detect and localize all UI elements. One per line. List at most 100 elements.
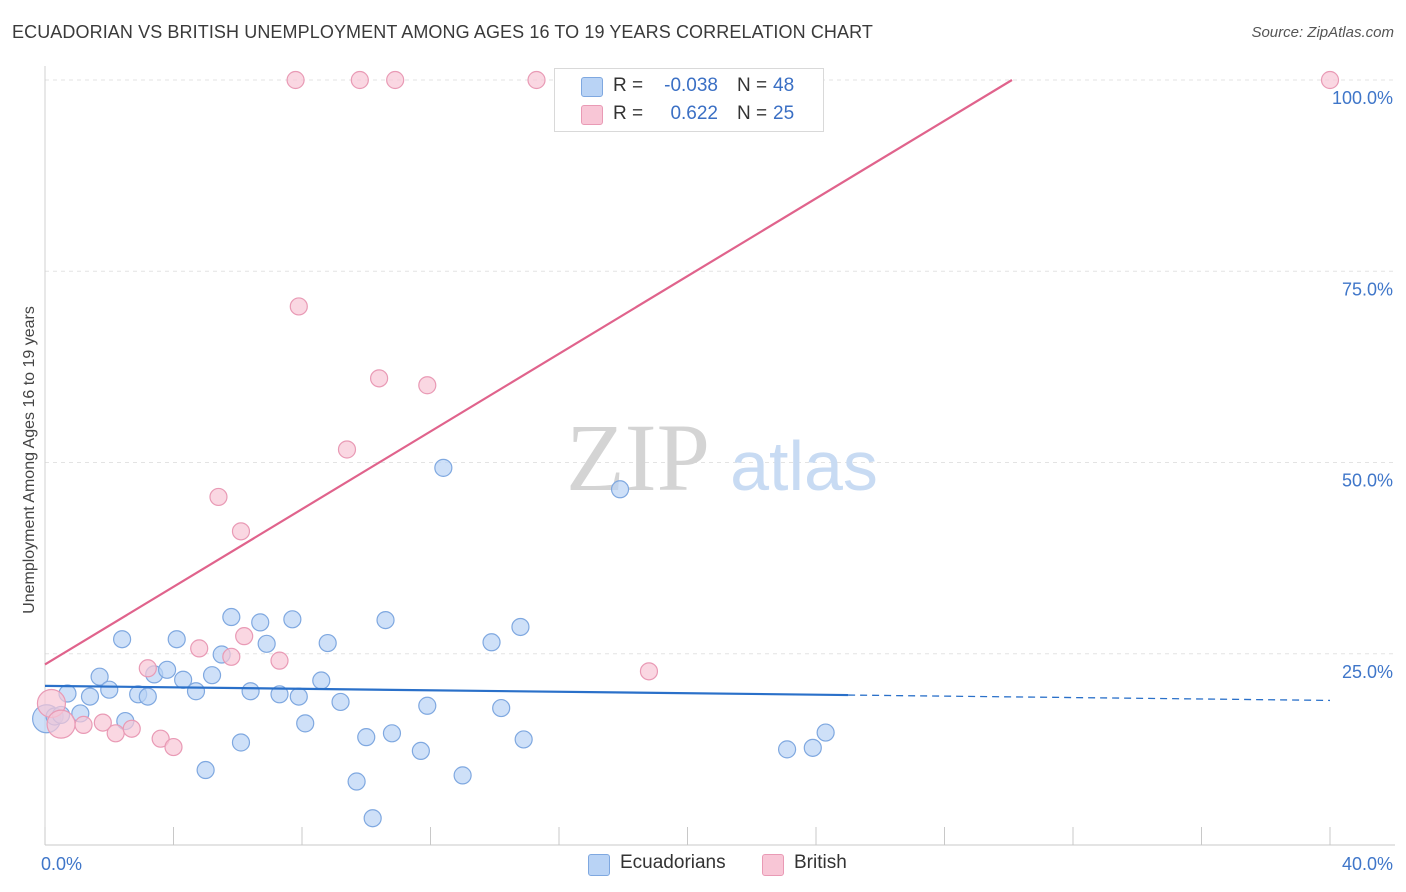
ecuadorian-point <box>312 671 331 690</box>
ecuadorian-point <box>138 687 157 706</box>
ecuadorian-point <box>270 685 289 704</box>
ecuadorian-point <box>196 760 215 780</box>
ecuadorian-point <box>357 728 376 747</box>
n-label: N = <box>737 75 768 96</box>
x-tick-label: 40.0% <box>1342 854 1393 874</box>
british-point <box>270 651 289 670</box>
ecuadorian-point <box>90 667 109 686</box>
watermark-atlas: atlas <box>730 427 878 505</box>
british-point <box>138 659 157 678</box>
ecuadorian-point <box>289 687 308 706</box>
british-point <box>527 70 546 90</box>
ecuadorian-point <box>514 730 533 749</box>
ecuadorian-trendline <box>44 684 849 697</box>
legend-label: British <box>794 852 847 873</box>
ecuadorian-point <box>231 733 251 752</box>
trendlines <box>44 79 1331 702</box>
stats-row-ecuadorians: R = -0.038 N = 48 <box>555 73 823 99</box>
british-point <box>418 376 437 395</box>
ecuadorian-point <box>347 772 366 791</box>
ecuadorians-swatch <box>588 854 610 876</box>
ecuadorian-point <box>816 723 835 742</box>
ecuadorian-point <box>186 682 206 701</box>
british-point <box>1320 70 1340 90</box>
british-point <box>151 729 170 748</box>
r-label: R = <box>613 103 644 124</box>
ecuadorian-point <box>251 613 270 632</box>
british-point <box>386 70 405 90</box>
ecuadorian-trendline-extension <box>848 694 1331 702</box>
ecuadorian-point <box>610 480 630 499</box>
british-point <box>122 719 141 738</box>
stats-legend: R = -0.038 N = 48 R = 0.622 N = 25 <box>554 68 824 132</box>
british-point <box>106 724 125 743</box>
ecuadorian-point <box>453 766 472 785</box>
y-tick-label: 50.0% <box>1342 471 1393 491</box>
y-axis-label: Unemployment Among Ages 16 to 19 years <box>21 306 38 614</box>
ecuadorian-point <box>318 633 337 653</box>
n-value: 25 <box>773 103 795 124</box>
british-point <box>74 715 93 734</box>
source-label: Source: ZipAtlas.com <box>1251 24 1394 41</box>
british-swatch <box>762 854 784 876</box>
chart-title: ECUADORIAN VS BRITISH UNEMPLOYMENT AMONG… <box>12 22 874 42</box>
ecuadorian-point <box>382 724 402 743</box>
ecuadorian-point <box>376 610 395 630</box>
r-value: 0.622 <box>670 103 718 124</box>
n-label: N = <box>737 103 768 124</box>
ecuadorian-point <box>411 741 430 761</box>
ecuadorian-point <box>100 680 119 699</box>
r-label: R = <box>613 75 644 96</box>
british-point <box>289 297 308 316</box>
ecuadorian-point <box>167 630 186 649</box>
british-point <box>46 709 76 739</box>
watermark: ZIP atlas <box>566 404 878 511</box>
n-value: 48 <box>773 75 795 96</box>
ecuadorian-point <box>492 698 511 718</box>
ecuadorian-point <box>112 630 132 649</box>
ecuadorian-point <box>511 617 530 637</box>
stats-row-british: R = 0.622 N = 25 <box>555 101 823 127</box>
ecuadorian-point <box>482 633 501 652</box>
ecuadorian-point <box>241 682 260 701</box>
ecuadorian-point <box>283 610 302 629</box>
y-tick-label: 25.0% <box>1342 662 1393 682</box>
ecuadorian-point <box>777 740 797 759</box>
ecuadorian-point <box>80 687 100 706</box>
ecuadorian-point <box>418 696 437 715</box>
ecuadorian-point <box>157 660 177 679</box>
legend-label: Ecuadorians <box>620 852 726 873</box>
british-point <box>337 440 357 459</box>
british-point <box>350 70 369 90</box>
data-points <box>32 70 1340 828</box>
ecuadorians-swatch <box>581 77 603 97</box>
ecuadorian-point <box>363 809 382 828</box>
british-point <box>235 627 254 646</box>
british-point <box>209 487 228 507</box>
y-tick-label: 100.0% <box>1332 88 1393 108</box>
axes <box>44 66 1395 846</box>
british-swatch <box>581 105 603 125</box>
british-point <box>639 662 659 681</box>
r-value: -0.038 <box>664 75 718 96</box>
ecuadorian-point <box>222 607 241 627</box>
british-point <box>190 639 209 658</box>
y-axis-label-wrap: Unemployment Among Ages 16 to 19 years <box>12 260 42 660</box>
british-point <box>222 647 241 666</box>
british-point <box>231 522 251 541</box>
british-point <box>370 369 389 388</box>
grid-lines <box>45 79 1395 655</box>
watermark-zip: ZIP <box>566 404 710 511</box>
tick-labels: 25.0% 50.0% 75.0% 100.0% 0.0% 40.0% <box>41 88 1393 874</box>
british-point <box>164 737 183 757</box>
british-point <box>93 713 112 732</box>
ecuadorian-point <box>803 738 822 757</box>
british-point <box>286 70 305 90</box>
ecuadorian-point <box>296 714 315 733</box>
ecuadorian-point <box>257 634 276 653</box>
y-tick-label: 75.0% <box>1342 279 1393 299</box>
x-tick-label: 0.0% <box>41 854 82 874</box>
ecuadorian-point <box>434 458 453 477</box>
ecuadorian-point <box>202 666 222 685</box>
